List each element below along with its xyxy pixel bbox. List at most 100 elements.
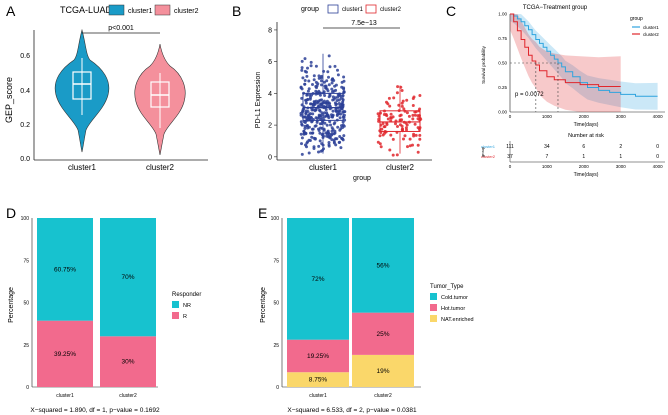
risk-xtick: 2000 <box>579 164 590 169</box>
data-point <box>299 113 303 117</box>
data-point <box>331 109 335 113</box>
data-point <box>398 114 402 118</box>
data-point <box>299 86 303 90</box>
data-point <box>340 136 344 140</box>
risk-row-label: cluster1 <box>481 144 496 149</box>
data-point <box>339 96 343 100</box>
data-point <box>394 122 397 126</box>
risk-ylabel: group <box>480 146 485 157</box>
data-point <box>330 132 334 136</box>
ytick: 0.00 <box>498 110 507 115</box>
bar-R-cluster2 <box>100 336 156 387</box>
ytick: 0.0 <box>20 156 30 163</box>
ytick: 0.4 <box>20 88 30 95</box>
data-point <box>412 134 416 138</box>
data-point <box>320 83 323 87</box>
bar-NR-cluster1 <box>37 218 93 321</box>
data-point <box>299 120 303 124</box>
data-point <box>317 150 320 154</box>
data-point <box>335 99 339 102</box>
legend-swatch-nat <box>430 315 437 322</box>
data-point <box>318 131 322 135</box>
ytick: 75 <box>273 258 279 264</box>
data-point <box>299 132 303 136</box>
data-point <box>338 140 342 144</box>
data-point <box>303 82 307 86</box>
panel-d-caption: X−squared = 1.890, df = 1, p−value = 0.1… <box>30 407 160 414</box>
data-point <box>318 93 322 97</box>
xtick: cluster1 <box>309 163 338 172</box>
data-point <box>411 113 415 117</box>
data-point <box>310 108 314 112</box>
risk-count: 7 <box>546 154 549 160</box>
data-point <box>418 137 422 141</box>
data-point <box>333 101 337 105</box>
data-point <box>334 137 338 141</box>
panel-b-xlabel: group <box>353 175 371 182</box>
panel-c-letter: C <box>446 3 456 19</box>
data-point <box>385 100 388 104</box>
xtick: 2000 <box>579 114 590 119</box>
data-point <box>307 116 311 120</box>
data-point <box>330 81 334 85</box>
risk-xtick: 3000 <box>616 164 627 169</box>
ytick: 50 <box>23 301 29 307</box>
risk-count: 37 <box>507 154 513 160</box>
data-point <box>418 133 422 137</box>
data-point <box>305 141 309 145</box>
panel-c-legend-title: group <box>630 16 643 22</box>
data-point <box>311 131 315 135</box>
ytick: 50 <box>273 301 279 307</box>
bar-label: 8.75% <box>309 377 328 384</box>
data-point <box>327 95 331 99</box>
data-point <box>391 137 395 141</box>
data-point <box>300 68 304 72</box>
data-point <box>322 147 325 151</box>
data-point <box>303 115 307 119</box>
panel-a-legend-title: TCGA-LUAD <box>60 5 113 15</box>
data-point <box>307 79 311 83</box>
data-point <box>317 144 321 148</box>
data-point <box>336 125 340 129</box>
panel-e: E Percentage 100 75 50 25 0 8.75% 19.25% 72% cl… <box>258 205 474 414</box>
data-point <box>418 107 422 111</box>
stacked-bars: 39.25% 60.75% cluster1 30% 70% cluster2 <box>37 218 156 399</box>
data-point <box>400 104 404 108</box>
data-point <box>317 74 321 78</box>
data-point <box>323 80 326 84</box>
bar-label: 72% <box>311 276 324 283</box>
panel-c-ylabel: Survival probability <box>481 45 486 84</box>
data-point <box>392 96 396 100</box>
data-point <box>342 134 346 138</box>
xtick: cluster2 <box>374 393 392 399</box>
data-point <box>304 98 308 102</box>
data-point <box>395 91 399 95</box>
data-point <box>323 94 327 97</box>
risk-count: 34 <box>544 144 550 150</box>
xtick: cluster1 <box>309 393 327 399</box>
panel-c-pvalue: p = 0.0072 <box>515 92 544 98</box>
data-point <box>407 114 411 118</box>
data-point <box>312 78 316 82</box>
risk-row-label: cluster2 <box>481 154 496 159</box>
data-point <box>383 131 386 135</box>
box-cluster1 <box>72 71 92 100</box>
data-point <box>334 107 338 111</box>
data-point <box>408 137 412 141</box>
ytick: 2 <box>268 123 272 130</box>
risk-count: 0 <box>656 154 659 160</box>
data-point <box>405 98 409 102</box>
data-point <box>403 134 407 138</box>
risk-count: 111 <box>506 144 514 150</box>
data-point <box>306 126 310 130</box>
panel-c-title: TCGA−Treatment group <box>523 5 588 11</box>
legend-label-cluster2: cluster2 <box>380 7 402 13</box>
ytick: 25 <box>273 343 279 349</box>
survival-curve-cluster1 <box>510 13 658 97</box>
data-point <box>314 124 318 128</box>
panel-b-letter: B <box>232 3 241 19</box>
data-point <box>327 144 331 148</box>
bar-Cold.tumor-cluster2 <box>352 218 414 313</box>
ytick: 0 <box>276 385 279 391</box>
panel-c-xlabel: Time(days) <box>574 122 599 128</box>
